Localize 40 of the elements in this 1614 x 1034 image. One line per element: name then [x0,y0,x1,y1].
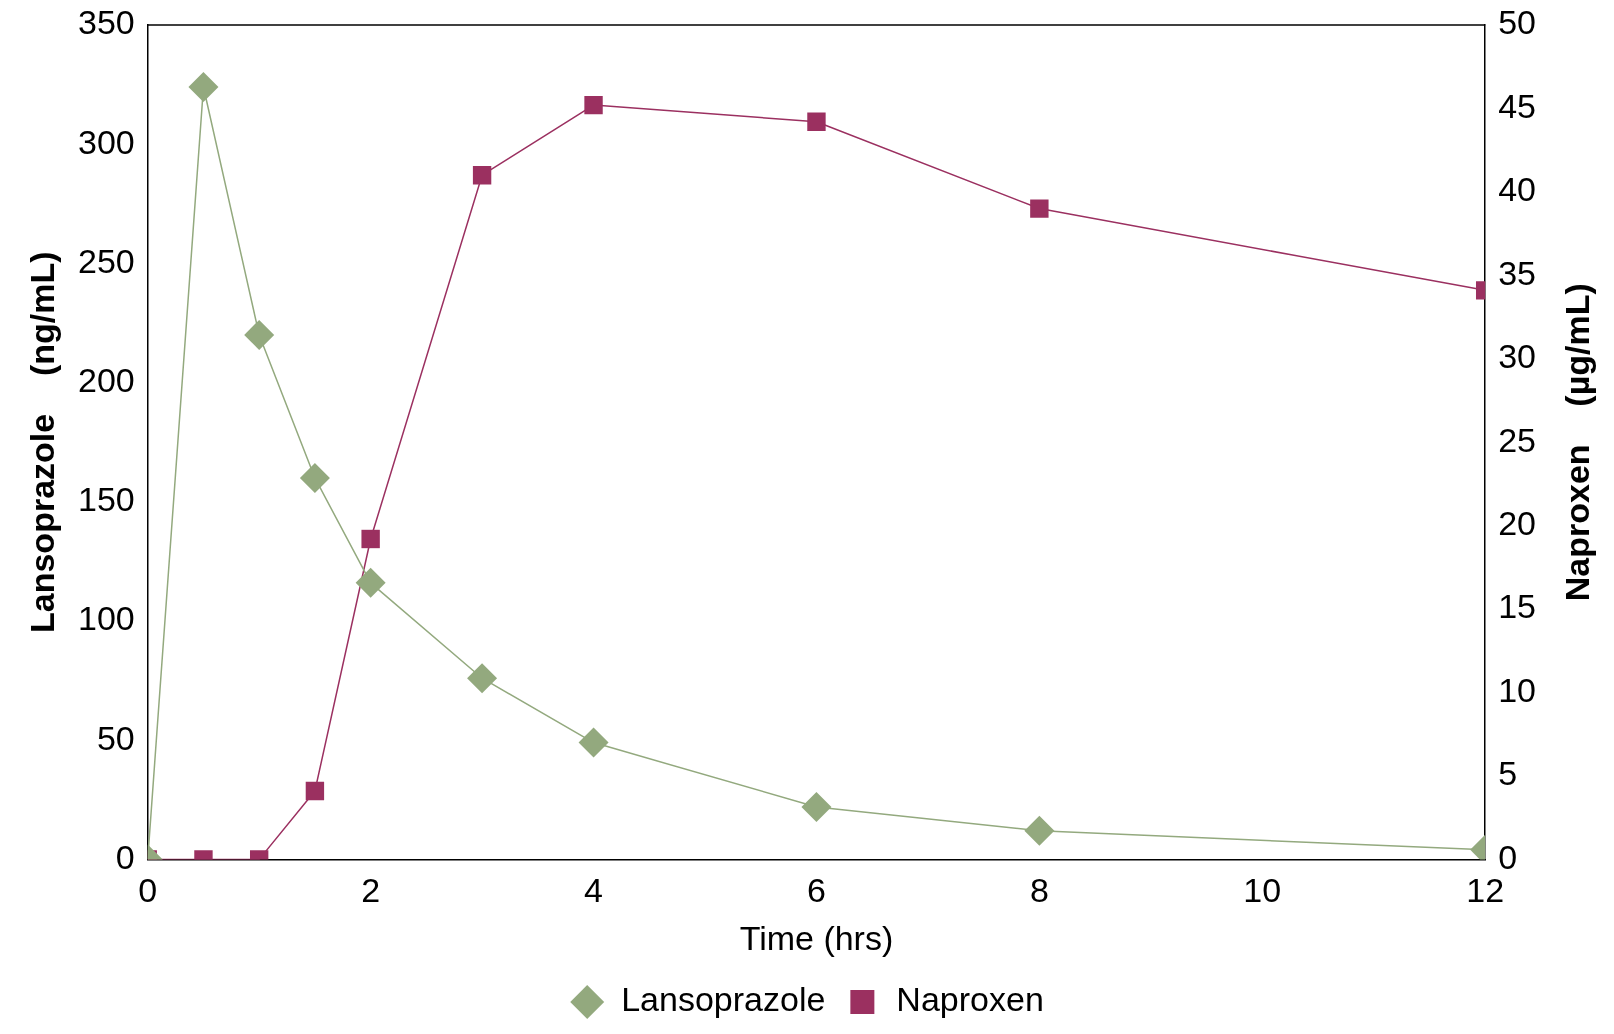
y-tick-label: 250 [77,241,135,280]
y-tick-label: 0 [115,837,135,876]
y-tick-label: 350 [77,3,135,42]
legend-label: Naproxen [896,980,1044,1019]
y-axis-title: Lansoprazole (ng/mL) [23,251,62,633]
point [801,791,832,822]
x-tick-label: 8 [1029,871,1049,910]
y2-tick-label: 15 [1498,587,1537,626]
x-axis-title: Time (hrs) [739,918,894,957]
x-tick-label: 4 [584,871,604,910]
x-tick-label: 2 [361,871,381,910]
point [1024,815,1055,846]
point [807,112,826,131]
y2-tick-label: 20 [1498,504,1537,543]
y-tick-label: 50 [96,718,135,757]
y2-axis-title: Naproxen (µg/mL) [1558,283,1597,602]
point [355,567,386,598]
legend-label: Lansoprazole [621,980,826,1019]
point [584,95,603,115]
y2-tick-label: 35 [1498,253,1537,292]
y-tick-label: 300 [77,122,135,161]
y-tick-label: 200 [77,360,135,399]
y2-tick-label: 50 [1498,3,1537,42]
y2-tick-label: 30 [1498,337,1537,376]
point [1030,199,1049,218]
y2-tick-label: 45 [1498,86,1537,125]
point [467,663,498,694]
point [299,462,330,493]
y2-tick-label: 10 [1498,670,1537,709]
y2-tick-label: 5 [1498,754,1518,793]
y2-tick-label: 40 [1498,170,1537,209]
y-tick-label: 100 [77,599,135,638]
point [578,727,609,758]
x-tick-label: 6 [806,871,826,910]
point [188,71,219,102]
x-tick-label: 10 [1243,871,1282,910]
y-tick-label: 150 [77,480,135,519]
point [244,319,275,350]
y2-tick-label: 25 [1498,420,1537,459]
point [472,166,492,185]
